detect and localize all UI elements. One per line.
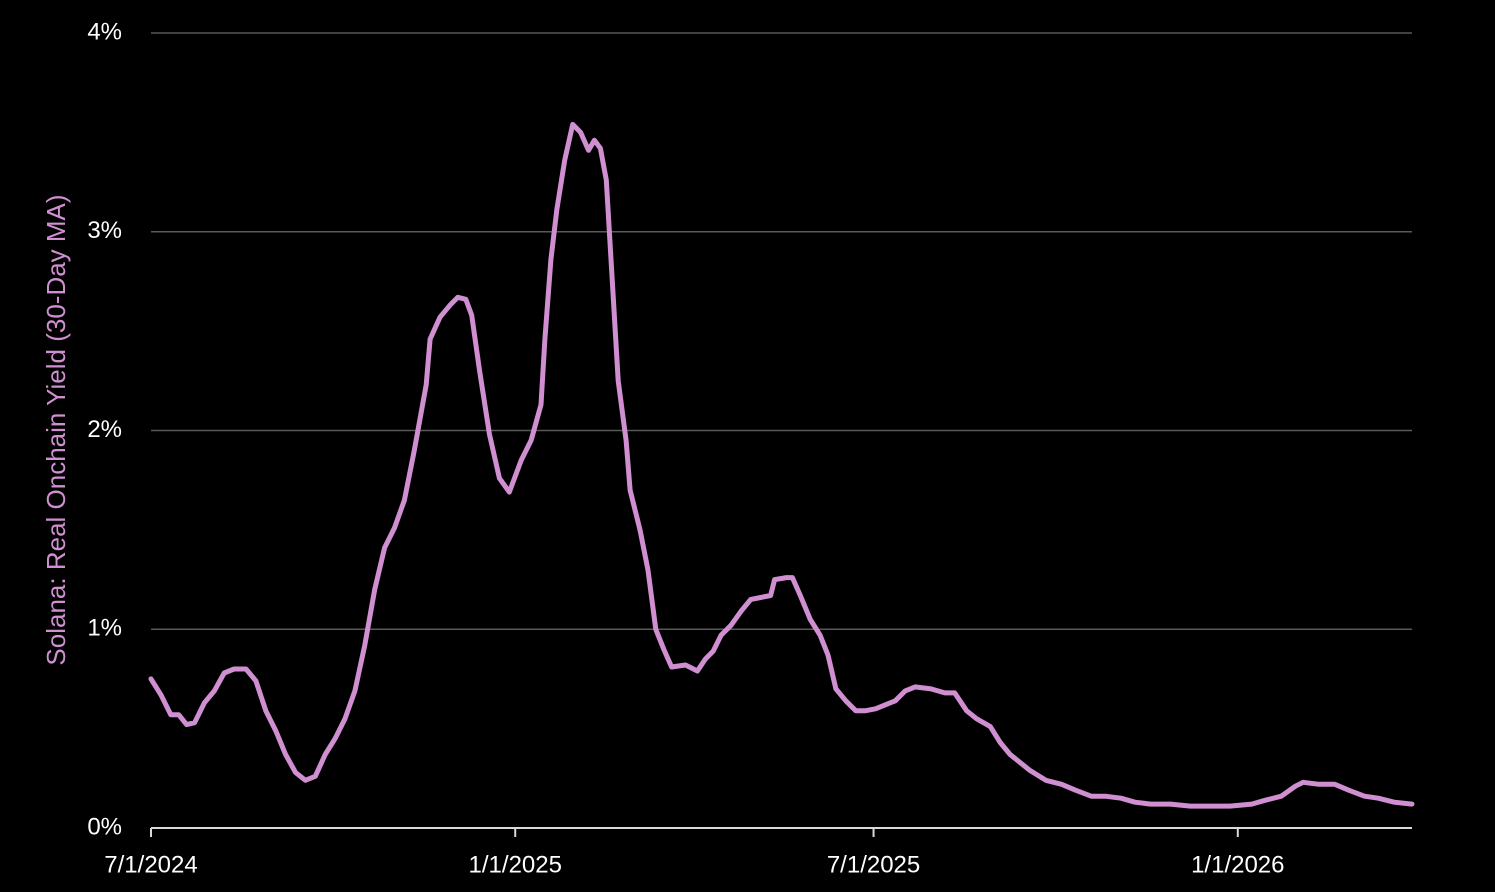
- y-tick-label: 1%: [87, 615, 122, 642]
- x-tick-label: 1/1/2026: [1191, 851, 1284, 878]
- x-tick-label: 7/1/2025: [827, 851, 920, 878]
- y-tick-label: 3%: [87, 217, 122, 244]
- y-tick-label: 2%: [87, 416, 122, 443]
- data-line: [148, 121, 1415, 809]
- x-tick-label: 1/1/2025: [469, 851, 562, 878]
- y-tick-label: 0%: [87, 813, 122, 840]
- y-tick-label: 4%: [87, 18, 122, 45]
- x-tick-label: 7/1/2024: [104, 851, 197, 878]
- y-axis-label: Solana: Real Onchain Yield (30-Day MA): [41, 194, 71, 665]
